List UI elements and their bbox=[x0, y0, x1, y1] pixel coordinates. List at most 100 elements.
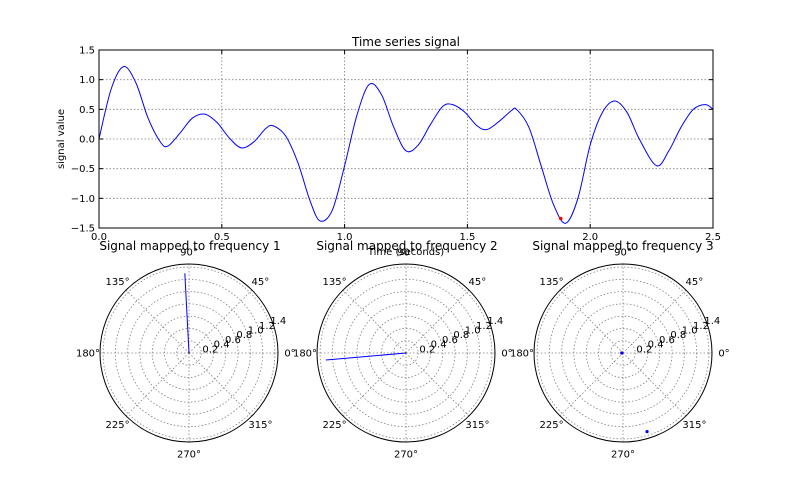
polar-angle-label: 45° bbox=[469, 277, 487, 288]
polar-angle-gridline bbox=[622, 352, 687, 417]
polar-radial-label: 1.0 bbox=[682, 326, 698, 337]
polar-radial-gridline bbox=[319, 266, 493, 440]
polar-radial-label: 0.2 bbox=[636, 344, 652, 355]
polar-radial-label: 0.6 bbox=[225, 335, 241, 346]
polar-radial-label: 0.4 bbox=[214, 340, 230, 351]
polar-radial-gridline bbox=[585, 315, 661, 391]
y-tick-label: 0.5 bbox=[79, 105, 95, 116]
polar-radial-gridline bbox=[393, 340, 419, 366]
polar-radial-label: 0.4 bbox=[431, 340, 447, 351]
polar-signal-line bbox=[325, 352, 407, 361]
polar-radial-label: 1.4 bbox=[487, 316, 503, 327]
polar-angle-gridline bbox=[405, 352, 470, 417]
polar-angle-label: 135° bbox=[323, 277, 347, 288]
polar-signal-line bbox=[184, 273, 190, 354]
polar-radial-label: 1.4 bbox=[270, 316, 286, 327]
polar-outer-circle bbox=[316, 263, 496, 443]
current-sample-point bbox=[558, 216, 563, 221]
polar-radial-label: 1.2 bbox=[259, 321, 275, 332]
polar-angle-gridline bbox=[342, 289, 407, 354]
polar-radial-label: 0.8 bbox=[670, 330, 686, 341]
y-tick-label: −1.0 bbox=[71, 194, 95, 205]
polar-radial-gridline bbox=[368, 315, 444, 391]
polar-angle-label: 90° bbox=[180, 248, 198, 259]
polar-angle-gridline bbox=[188, 289, 253, 354]
polar-angle-label: 225° bbox=[106, 420, 130, 431]
x-tick-label: 1.0 bbox=[337, 232, 353, 243]
polar-angle-label: 45° bbox=[686, 277, 704, 288]
x-tick-label: 0.5 bbox=[214, 232, 230, 243]
y-tick-label: 1.0 bbox=[79, 75, 95, 86]
polar-angle-gridline bbox=[342, 352, 407, 417]
polar-signal-point bbox=[645, 430, 649, 434]
polar-angle-label: 270° bbox=[177, 450, 201, 461]
x-tick-label: 0.0 bbox=[91, 232, 107, 243]
polar-angle-label: 180° bbox=[76, 349, 100, 360]
polar-angle-gridline bbox=[125, 289, 190, 354]
time-series-line bbox=[98, 66, 714, 224]
polar-radial-label: 0.8 bbox=[236, 330, 252, 341]
polar-angle-label: 0° bbox=[501, 349, 512, 360]
time-series-ylabel: signal value bbox=[56, 109, 67, 169]
x-tick-label: 2.5 bbox=[705, 232, 721, 243]
x-tick-label: 2.0 bbox=[582, 232, 598, 243]
time-series-x-ticks: 0.0 0.5 1.0 1.5 2.0 2.5 bbox=[91, 50, 721, 243]
polar-radial-label: 1.2 bbox=[693, 321, 709, 332]
y-tick-label: −0.5 bbox=[71, 164, 95, 175]
polar-radial-gridline bbox=[610, 340, 636, 366]
polar-radial-label: 0.8 bbox=[453, 330, 469, 341]
polar-angle-gridline bbox=[188, 352, 253, 417]
polar-radial-label: 0.6 bbox=[659, 335, 675, 346]
y-tick-label: 1.5 bbox=[79, 46, 95, 57]
time-series-chart: Time series signal 0.0 0.5 1.0 1.5 2.0 2.5 1.… bbox=[56, 35, 721, 243]
polar-radial-label: 1.2 bbox=[476, 321, 492, 332]
time-series-xlabel: Time (seconds) bbox=[367, 247, 444, 258]
polar-angle-label: 315° bbox=[465, 420, 489, 431]
polar-radial-gridline bbox=[536, 266, 710, 440]
polar-radial-label: 1.0 bbox=[465, 326, 481, 337]
polar-1-title: Signal mapped to frequency 1 bbox=[99, 239, 280, 253]
polar-angle-label: 90° bbox=[397, 248, 415, 259]
polar-angle-label: 315° bbox=[248, 420, 272, 431]
polar-radial-gridline bbox=[127, 291, 251, 415]
polar-angle-gridline bbox=[622, 289, 687, 354]
polar-angle-label: 135° bbox=[540, 277, 564, 288]
polar-angle-label: 180° bbox=[293, 349, 317, 360]
polar-angle-gridline bbox=[405, 289, 470, 354]
polar-angle-gridline bbox=[559, 289, 624, 354]
polar-chart-frequency-2: Signal mapped to frequency 2 0° 45° 90° 135… bbox=[293, 239, 513, 461]
polar-angle-label: 315° bbox=[682, 420, 706, 431]
polar-radial-gridline bbox=[102, 266, 276, 440]
polar-radial-label: 0.4 bbox=[648, 340, 664, 351]
polar-signal-point bbox=[620, 351, 624, 355]
polar-radial-label: 1.0 bbox=[248, 326, 264, 337]
x-tick-label: 1.5 bbox=[459, 232, 475, 243]
polar-angle-label: 45° bbox=[252, 277, 270, 288]
polar-outer-circle bbox=[99, 263, 279, 443]
polar-chart-frequency-3: Signal mapped to frequency 3 0° 45° 90° 135… bbox=[510, 239, 730, 461]
polar-angle-label: 180° bbox=[510, 349, 534, 360]
polar-radial-gridline bbox=[176, 340, 202, 366]
polar-radial-label: 0.2 bbox=[419, 344, 435, 355]
polar-outer-circle bbox=[533, 263, 713, 443]
polar-angle-label: 270° bbox=[394, 450, 418, 461]
polar-angle-label: 270° bbox=[611, 450, 635, 461]
polar-angle-label: 225° bbox=[540, 420, 564, 431]
polar-angle-gridline bbox=[125, 352, 190, 417]
y-tick-label: −1.5 bbox=[71, 224, 95, 235]
polar-angle-label: 135° bbox=[106, 277, 130, 288]
polar-2-title: Signal mapped to frequency 2 bbox=[316, 239, 497, 253]
polar-chart-frequency-1: Signal mapped to frequency 1 0° 45° 90° 135… bbox=[76, 239, 296, 461]
y-tick-label: 0.0 bbox=[79, 135, 95, 146]
time-series-title: Time series signal bbox=[351, 35, 460, 49]
polar-radial-label: 0.2 bbox=[202, 344, 218, 355]
time-series-marker bbox=[558, 216, 563, 221]
polar-angle-label: 0° bbox=[284, 349, 295, 360]
polar-angle-label: 90° bbox=[614, 248, 632, 259]
time-series-y-ticks: 1.5 1.0 0.5 0.0 −0.5 −1.0 −1.5 bbox=[71, 46, 713, 235]
time-series-grid bbox=[99, 50, 713, 228]
polar-radial-gridline bbox=[151, 315, 227, 391]
polar-angle-gridline bbox=[559, 352, 624, 417]
polar-radial-label: 0.6 bbox=[442, 335, 458, 346]
